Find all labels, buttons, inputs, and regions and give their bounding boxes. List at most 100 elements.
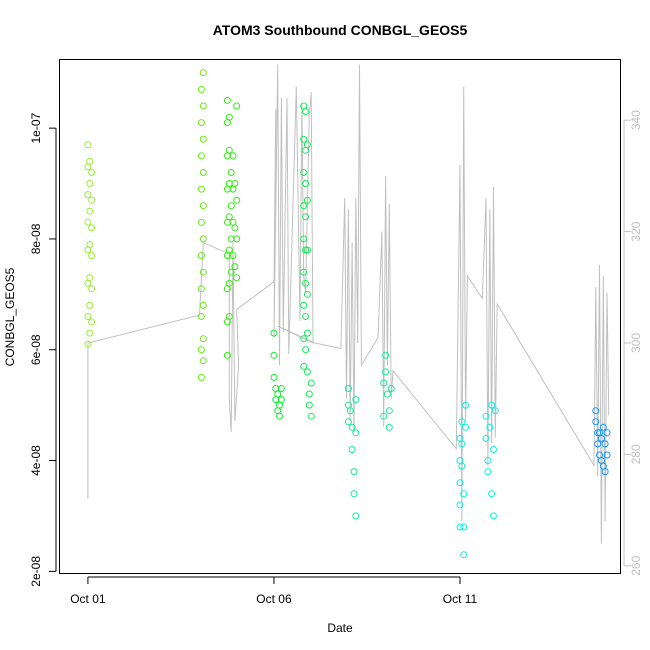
data-point <box>344 385 352 392</box>
data-point <box>599 423 607 431</box>
data-point <box>300 135 308 143</box>
data-point <box>458 440 466 448</box>
data-point <box>225 146 233 154</box>
data-point <box>84 313 92 320</box>
data-point <box>84 141 92 149</box>
data-point <box>300 235 308 243</box>
data-point <box>277 396 285 404</box>
data-point <box>382 368 390 376</box>
data-point <box>302 279 310 287</box>
data-point <box>300 268 308 276</box>
data-point <box>385 407 393 415</box>
data-point <box>352 429 360 437</box>
data-point <box>484 468 492 476</box>
data-point <box>88 252 96 260</box>
data-point <box>592 418 600 426</box>
data-point <box>225 213 233 221</box>
data-point <box>197 313 205 320</box>
data-point <box>302 108 310 115</box>
data-point <box>303 141 311 149</box>
axes: Oct 01 Oct 06 Oct 11 2e-08 4e-08 6e-08 8e-08 1e… <box>29 110 643 606</box>
data-point <box>300 335 308 343</box>
data-point <box>344 418 352 426</box>
data-point <box>84 191 92 199</box>
data-point <box>387 385 395 392</box>
data-point <box>197 119 205 127</box>
data-point <box>223 351 231 359</box>
data-point <box>348 423 356 431</box>
data-point <box>305 390 313 398</box>
data-point <box>199 202 207 210</box>
data-point <box>385 423 393 431</box>
data-point <box>274 390 282 398</box>
data-point <box>460 551 468 559</box>
data-point <box>199 102 207 110</box>
y2-tick-label: 280 <box>629 444 643 464</box>
data-point <box>86 274 94 282</box>
data-point <box>197 285 205 293</box>
data-point <box>276 412 283 420</box>
data-point <box>225 313 233 320</box>
data-point <box>490 512 497 520</box>
data-point <box>233 196 241 204</box>
data-point <box>597 457 605 464</box>
data-point <box>225 113 233 121</box>
data-point <box>227 169 235 176</box>
data-point <box>300 301 308 309</box>
data-point <box>594 440 602 448</box>
data-point <box>460 490 468 498</box>
data-point <box>197 152 205 160</box>
data-point <box>86 207 94 215</box>
secondary-series-line <box>87 64 610 544</box>
x-tick-label: Oct 01 <box>70 592 106 606</box>
data-point <box>227 202 235 210</box>
data-point <box>350 468 358 476</box>
chart-title: ATOM3 Southbound CONBGL_GEOS5 <box>213 22 468 38</box>
data-point <box>277 385 285 392</box>
data-point <box>270 351 278 359</box>
y2-tick-label: 300 <box>629 333 643 353</box>
data-point <box>303 290 311 298</box>
data-point <box>346 407 354 415</box>
data-point <box>233 274 241 282</box>
data-point <box>197 85 205 93</box>
data-point <box>197 185 205 193</box>
data-point <box>462 423 470 431</box>
data-point <box>458 418 466 426</box>
data-point <box>84 279 92 287</box>
data-point <box>303 368 311 376</box>
data-point <box>270 329 278 337</box>
data-point <box>300 169 308 176</box>
data-point <box>231 180 239 187</box>
data-point <box>601 468 609 476</box>
data-point <box>88 224 96 232</box>
data-point <box>88 196 96 204</box>
data-point <box>488 490 496 498</box>
data-point <box>229 152 237 160</box>
data-point <box>197 373 205 381</box>
data-point <box>86 157 94 165</box>
data-point <box>482 434 490 442</box>
y2-tick-label: 340 <box>629 110 643 130</box>
plot-frame <box>59 59 621 574</box>
data-point <box>199 169 207 176</box>
data-point <box>199 69 207 77</box>
data-point <box>231 224 239 232</box>
data-point <box>225 246 233 254</box>
y2-tick-label: 320 <box>629 221 643 241</box>
data-point <box>84 340 92 348</box>
data-point <box>302 213 310 221</box>
data-point <box>300 202 308 210</box>
secondary-series <box>87 64 610 544</box>
data-point <box>348 446 356 453</box>
data-point <box>482 412 490 420</box>
data-point <box>233 235 241 243</box>
data-point <box>303 196 311 204</box>
data-point <box>199 335 207 343</box>
data-point <box>456 479 464 487</box>
y-tick-label: 8e-08 <box>29 223 43 254</box>
data-point <box>197 252 205 260</box>
data-point <box>302 313 310 320</box>
data-point <box>490 446 497 453</box>
data-point <box>380 379 388 387</box>
